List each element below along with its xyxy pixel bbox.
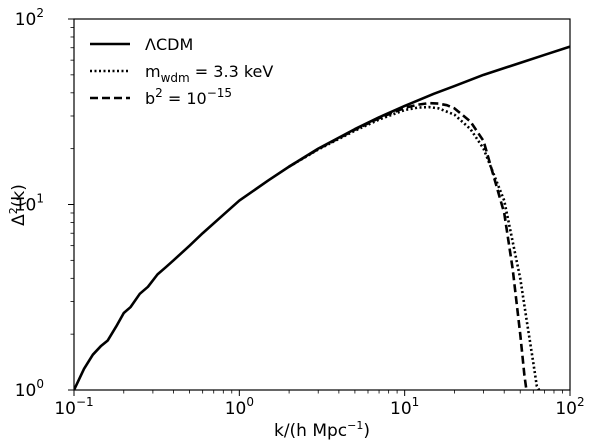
legend-label: ΛCDM [145, 35, 193, 54]
x-tick-label: 100 [225, 395, 254, 419]
y-tick-label: 102 [15, 6, 44, 30]
x-tick-label: 10−1 [54, 395, 93, 419]
legend-label: b2 = 10−15 [145, 86, 232, 108]
y-tick-label: 100 [15, 377, 44, 401]
y-tick-label: 101 [15, 192, 44, 216]
x-axis-label: k/(h Mpc−1) [274, 419, 370, 441]
plot-lines [74, 45, 570, 390]
y-axis-label: Δ2(k) [7, 184, 29, 226]
x-tick-label: 101 [390, 395, 419, 419]
x-tick-label: 102 [555, 395, 584, 419]
legend-label: mwdm = 3.3 keV [145, 62, 273, 85]
series-line-dotted [288, 105, 541, 390]
series-line-dashed [288, 101, 528, 390]
axis-ticks: 10−1 100 101 102 100 101 102 [15, 6, 585, 419]
series-line-solid [74, 45, 570, 390]
